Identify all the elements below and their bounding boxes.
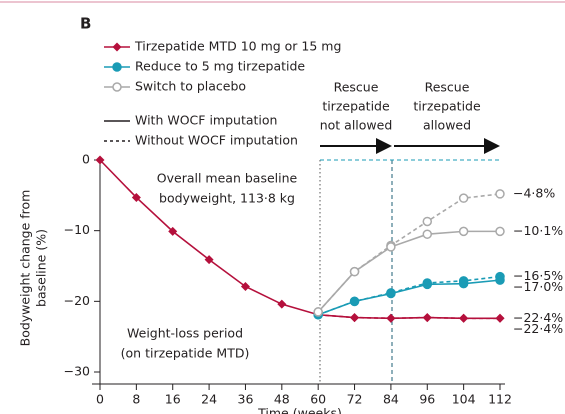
end-label: −4·8% [513,185,555,200]
end-label: −17·0% [513,279,563,294]
series-line-dashed [317,275,501,316]
legend-label: Tirzepatide MTD 10 mg or 15 mg [134,39,341,54]
x-tick-label: 112 [488,392,512,407]
legend-label: Switch to placebo [135,79,246,94]
x-tick-label: 72 [347,392,363,407]
x-tick-label: 48 [274,392,290,407]
end-label: −10·1% [513,223,563,238]
marker [386,313,396,323]
y-axis-title: baseline (%) [34,229,49,307]
x-tick-label: 96 [419,392,435,407]
legend-marker [112,82,122,92]
marker [313,307,323,317]
legend-label: Without WOCF imputation [135,133,298,148]
marker [422,229,433,239]
annotation: tirzepatide [322,99,390,114]
end-label: −16·5% [513,268,563,283]
annotation: bodyweight, 113·8 kg [159,191,295,206]
x-tick-label: 36 [238,392,254,407]
series-line [317,279,501,316]
marker [458,278,469,289]
marker [204,255,214,265]
marker [495,275,505,285]
annotation: (on tirzepatide MTD) [121,346,250,361]
x-tick-label: 0 [96,392,104,407]
marker [240,281,250,291]
marker [495,189,505,199]
annotation: Overall mean baseline [157,171,298,186]
series-line [317,230,500,313]
end-label: −22·4% [513,310,563,325]
marker [350,313,360,323]
marker [131,192,141,202]
marker [458,193,469,203]
annotation: Rescue [334,80,379,95]
y-tick-label: −20 [64,293,90,308]
x-tick-label: 16 [165,392,181,407]
annotation: tirzepatide [413,99,481,114]
x-tick-label: 60 [310,392,326,407]
marker [495,313,505,323]
marker [459,313,469,323]
legend-label: With WOCF imputation [135,113,277,128]
annotation: allowed [423,118,471,133]
y-tick-label: −10 [64,222,90,237]
marker [422,313,432,323]
marker [386,288,396,299]
legend-marker [112,62,122,72]
x-tick-label: 104 [452,392,476,407]
x-tick-label: 84 [383,392,399,407]
marker [349,296,360,307]
marker [349,266,360,277]
marker [495,226,505,237]
series-line [99,159,500,320]
annotation: not allowed [320,118,393,133]
legend-label: Reduce to 5 mg tirzepatide [135,59,305,74]
marker [277,299,287,309]
annotation: Weight-loss period [127,326,243,341]
axes [92,160,505,385]
end-label: −22·4% [513,321,563,336]
marker [168,226,178,236]
x-tick-label: 24 [201,392,217,407]
y-tick-label: 0 [82,152,90,167]
marker [422,216,433,227]
marker [95,155,105,165]
y-tick-label: −30 [64,364,90,379]
x-tick-label: 8 [132,392,140,407]
y-axis-title: Bodyweight change from [18,190,33,347]
x-axis-title: Time (weeks) [257,406,342,414]
series-line-dashed [317,193,501,313]
panel-label: B [80,15,91,33]
annotation: Rescue [425,80,470,95]
marker [458,226,469,237]
marker [386,242,396,252]
legend-marker [112,42,122,52]
marker [422,279,433,290]
